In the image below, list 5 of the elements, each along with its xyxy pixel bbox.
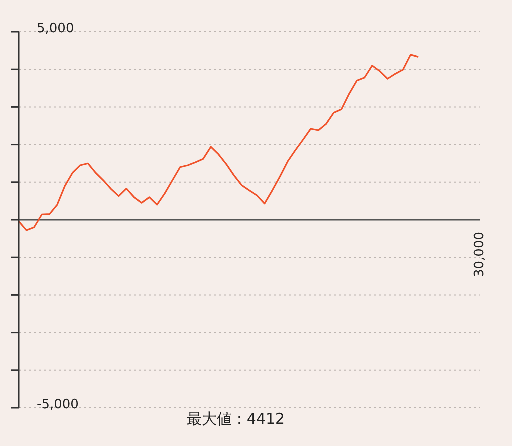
annotation: 30,000 bbox=[472, 232, 488, 278]
line-series bbox=[19, 54, 420, 232]
y-tick-label: -5,000 bbox=[37, 398, 79, 412]
y-tick-label: 5,000 bbox=[37, 22, 74, 36]
text: 最大値：4412 bbox=[186, 410, 286, 428]
